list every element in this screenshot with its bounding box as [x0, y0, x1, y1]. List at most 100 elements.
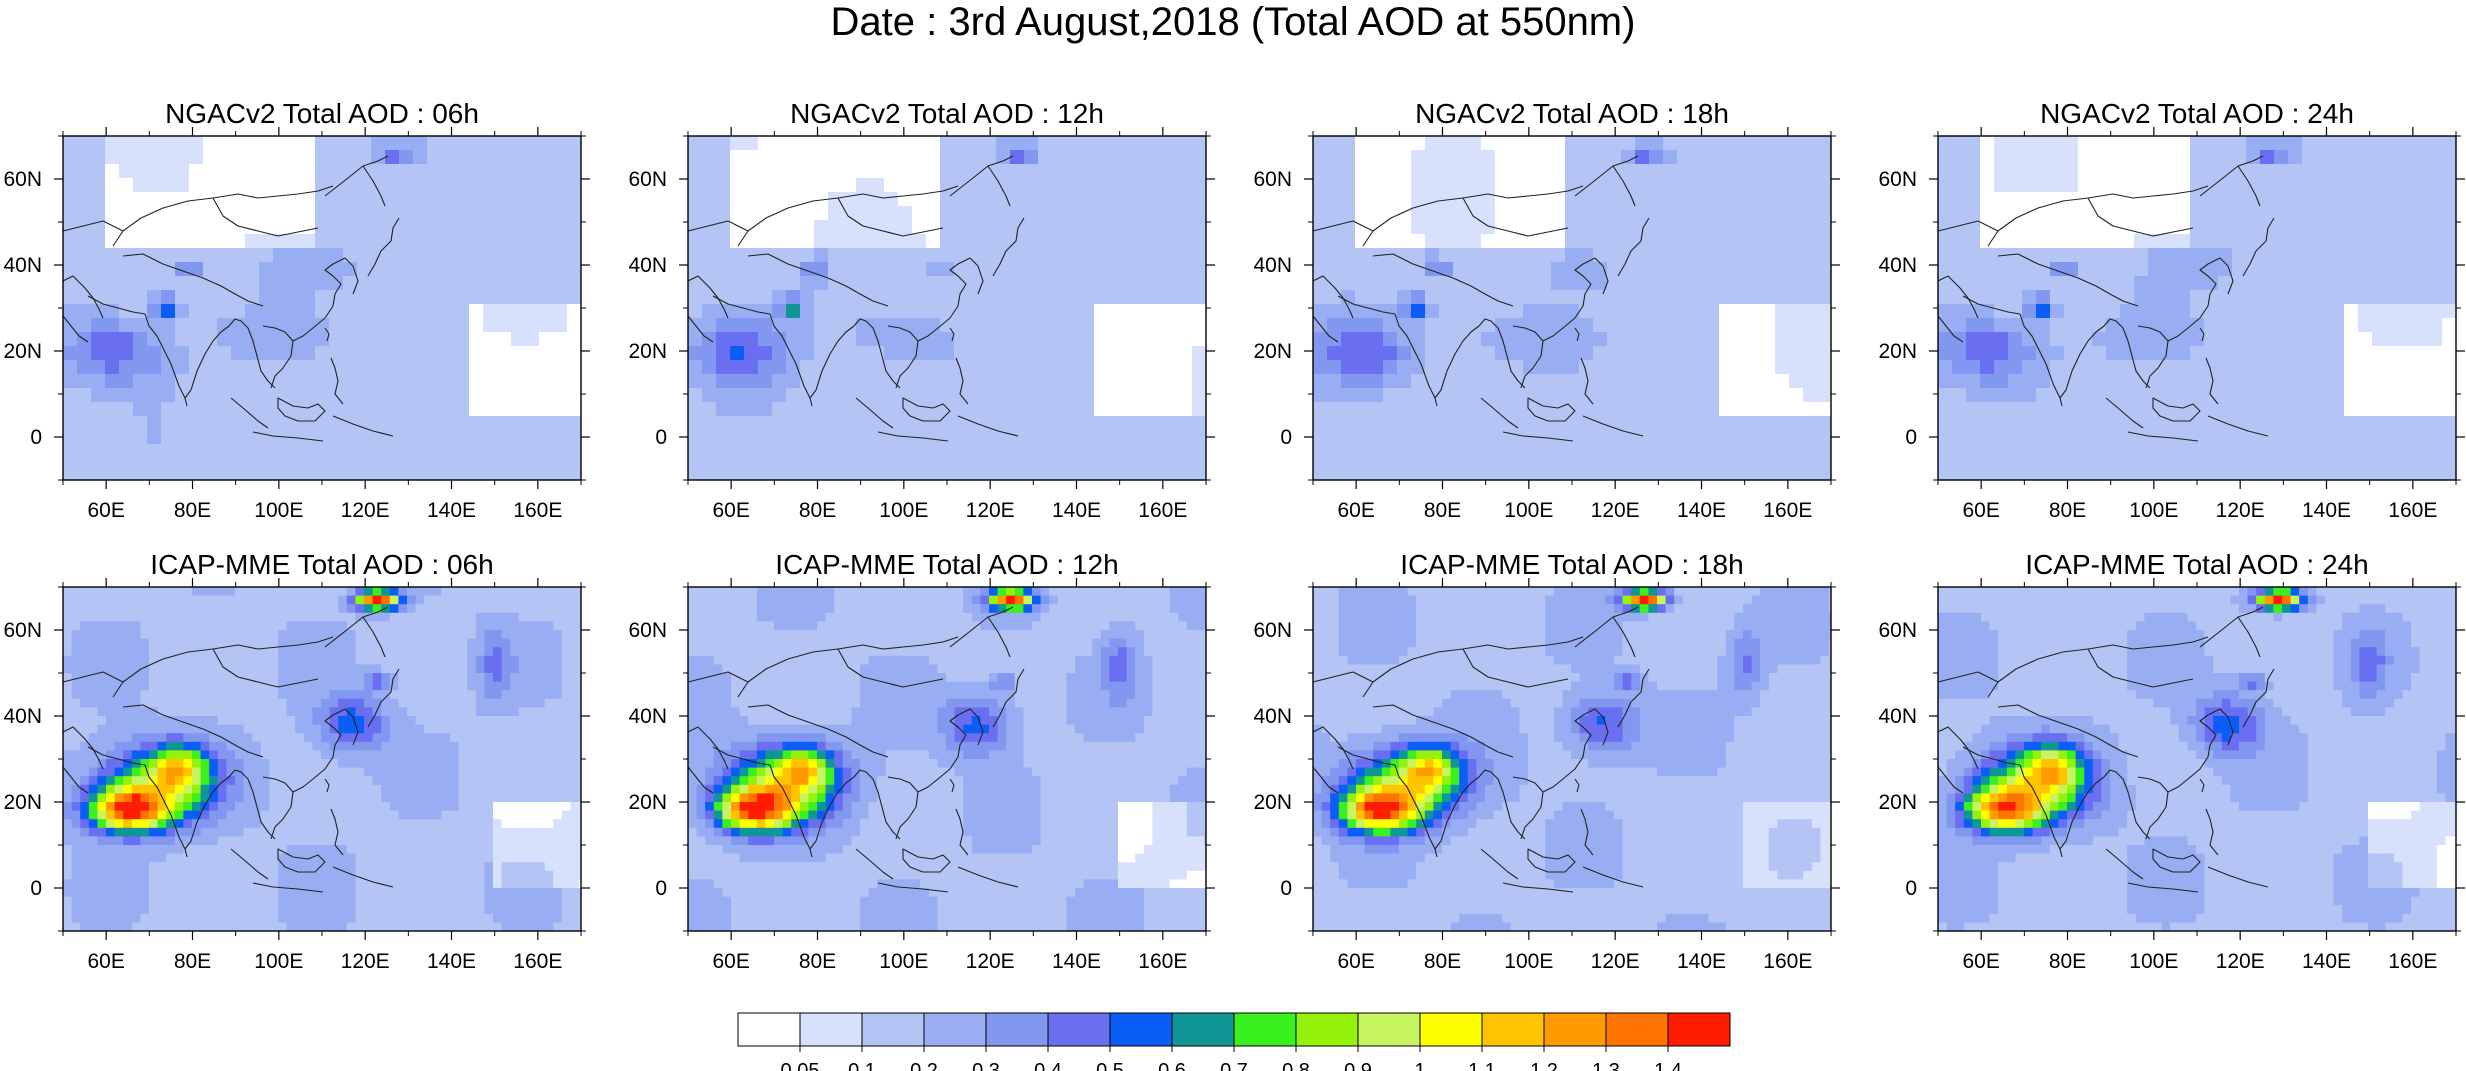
lat-tick-label: 40N	[1878, 705, 1917, 728]
map-panel: ICAP-MME Total AOD : 06h 60E 80E 100E 120E 14…	[3, 549, 590, 973]
lon-tick-label: 160E	[1763, 499, 1812, 522]
lat-tick-label: 20N	[3, 791, 42, 814]
lon-tick-label: 160E	[1138, 950, 1187, 973]
lon-tick-label: 100E	[879, 499, 928, 522]
lon-tick-label: 100E	[1504, 950, 1553, 973]
aod-field	[688, 587, 1207, 932]
lon-tick-label: 140E	[2302, 950, 2351, 973]
lat-tick-label: 0	[30, 877, 42, 900]
colorbar-label: 0.3	[972, 1060, 1000, 1071]
aod-field	[1313, 136, 1832, 481]
lon-tick-label: 60E	[1962, 499, 1999, 522]
colorbar-swatch	[1048, 1013, 1110, 1046]
lon-tick-label: 100E	[879, 950, 928, 973]
panel-title: NGACv2 Total AOD : 12h	[790, 98, 1104, 129]
lat-tick-label: 60N	[1253, 619, 1292, 642]
lat-tick-label: 40N	[628, 254, 667, 277]
lon-tick-label: 100E	[1504, 499, 1553, 522]
lat-tick-label: 40N	[3, 705, 42, 728]
lat-tick-label: 20N	[628, 340, 667, 363]
panel-title: NGACv2 Total AOD : 06h	[165, 98, 479, 129]
lat-tick-label: 20N	[1878, 791, 1917, 814]
lon-tick-label: 140E	[427, 499, 476, 522]
lat-tick-label: 40N	[1253, 705, 1292, 728]
colorbar-label: 0.2	[910, 1060, 938, 1071]
colorbar-label: 0.4	[1034, 1060, 1062, 1071]
lon-tick-label: 140E	[427, 950, 476, 973]
lon-tick-label: 60E	[1337, 499, 1374, 522]
lat-tick-label: 20N	[1253, 340, 1292, 363]
panel-title: NGACv2 Total AOD : 18h	[1415, 98, 1729, 129]
lat-tick-label: 20N	[628, 791, 667, 814]
lon-tick-label: 80E	[1424, 499, 1461, 522]
lat-tick-label: 40N	[3, 254, 42, 277]
aod-field	[1938, 136, 2457, 481]
lat-tick-label: 60N	[1878, 168, 1917, 191]
colorbar-label: 0.9	[1344, 1060, 1372, 1071]
panel-title: ICAP-MME Total AOD : 06h	[150, 549, 493, 580]
lat-tick-label: 60N	[3, 168, 42, 191]
lon-tick-label: 80E	[174, 499, 211, 522]
lon-tick-label: 80E	[174, 950, 211, 973]
lon-tick-label: 140E	[1677, 499, 1726, 522]
colorbar-label: 1	[1414, 1060, 1425, 1071]
lat-tick-label: 0	[1905, 426, 1917, 449]
colorbar-label: 1.1	[1468, 1060, 1496, 1071]
aod-field	[63, 136, 582, 481]
lat-tick-label: 60N	[1253, 168, 1292, 191]
lon-tick-label: 100E	[254, 950, 303, 973]
colorbar-swatch	[800, 1013, 862, 1046]
aod-field	[63, 587, 582, 932]
colorbar-swatch	[1172, 1013, 1234, 1046]
colorbar-swatch	[1420, 1013, 1482, 1046]
lon-tick-label: 80E	[2049, 950, 2086, 973]
lat-tick-label: 40N	[1253, 254, 1292, 277]
colorbar-swatch	[924, 1013, 986, 1046]
lat-tick-label: 0	[30, 426, 42, 449]
lon-tick-label: 80E	[799, 499, 836, 522]
colorbar-label: 0.05	[781, 1060, 820, 1071]
colorbar-label: 0.6	[1158, 1060, 1186, 1071]
colorbar-swatch	[1358, 1013, 1420, 1046]
lat-tick-label: 20N	[1878, 340, 1917, 363]
lat-tick-label: 40N	[628, 705, 667, 728]
aod-field	[1313, 587, 1832, 932]
lon-tick-label: 100E	[254, 499, 303, 522]
colorbar-label: 1.2	[1530, 1060, 1558, 1071]
lon-tick-label: 120E	[2216, 499, 2265, 522]
colorbar-label: 0.7	[1220, 1060, 1248, 1071]
panel-title: ICAP-MME Total AOD : 18h	[1400, 549, 1743, 580]
lat-tick-label: 0	[655, 877, 667, 900]
colorbar-swatch	[862, 1013, 924, 1046]
colorbar-swatch	[1110, 1013, 1172, 1046]
lon-tick-label: 160E	[2388, 950, 2437, 973]
lon-tick-label: 160E	[1763, 950, 1812, 973]
lon-tick-label: 120E	[341, 950, 390, 973]
lon-tick-label: 80E	[799, 950, 836, 973]
colorbar-swatch	[1544, 1013, 1606, 1046]
aod-field	[1938, 587, 2457, 932]
lat-tick-label: 60N	[628, 619, 667, 642]
lon-tick-label: 60E	[712, 499, 749, 522]
lon-tick-label: 60E	[87, 950, 124, 973]
panel-title: ICAP-MME Total AOD : 12h	[775, 549, 1118, 580]
lon-tick-label: 120E	[966, 950, 1015, 973]
lon-tick-label: 140E	[1052, 950, 1101, 973]
lon-tick-label: 160E	[2388, 499, 2437, 522]
colorbar-swatch	[986, 1013, 1048, 1046]
lon-tick-label: 60E	[1337, 950, 1374, 973]
lon-tick-label: 140E	[2302, 499, 2351, 522]
lon-tick-label: 100E	[2129, 950, 2178, 973]
lon-tick-label: 160E	[1138, 499, 1187, 522]
colorbar-swatch	[738, 1013, 800, 1046]
lat-tick-label: 0	[1280, 426, 1292, 449]
colorbar-swatch	[1234, 1013, 1296, 1046]
lon-tick-label: 80E	[2049, 499, 2086, 522]
lon-tick-label: 80E	[1424, 950, 1461, 973]
